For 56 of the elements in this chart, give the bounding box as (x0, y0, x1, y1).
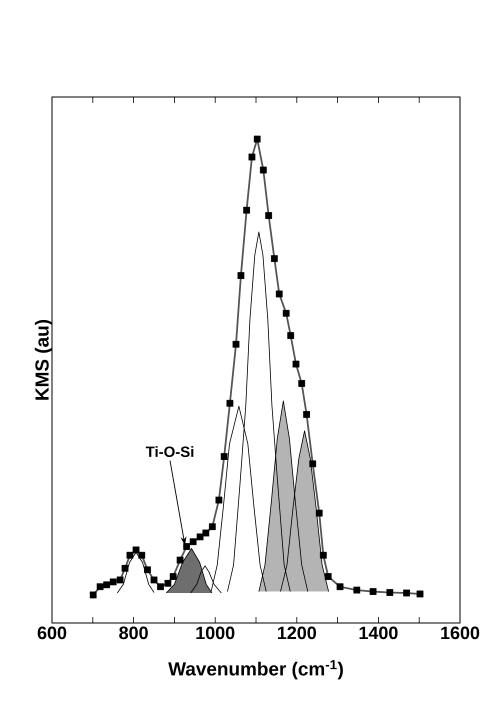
point (144, 566, 151, 574)
y-axis-title: KMS (au) (34, 320, 52, 400)
point (403, 590, 410, 596)
point (215, 496, 222, 504)
point (320, 552, 327, 559)
point (220, 453, 228, 460)
point (276, 290, 283, 298)
point (386, 589, 394, 596)
point (282, 310, 290, 317)
point (176, 556, 184, 564)
point (150, 576, 158, 584)
x-tick-label: 800 (119, 626, 148, 640)
point (122, 564, 128, 572)
point (303, 411, 310, 418)
point (96, 583, 104, 590)
point (370, 588, 376, 595)
point (196, 533, 204, 540)
point (292, 360, 300, 368)
x-tick-label: 1000 (196, 626, 234, 640)
point (309, 460, 316, 468)
point (324, 573, 332, 580)
x-tick-label: 1200 (278, 626, 316, 640)
x-axis-title: Wavenumber (cm$^{-1}$) (168, 660, 343, 680)
point (336, 583, 344, 590)
point (110, 578, 117, 586)
point (243, 206, 250, 214)
point (226, 400, 234, 407)
point (190, 538, 197, 546)
point (353, 586, 360, 594)
point (248, 154, 256, 160)
point (157, 583, 164, 590)
point (260, 166, 267, 174)
x-tick-label: 1400 (360, 626, 398, 640)
point (416, 590, 424, 598)
point (254, 136, 261, 142)
point (202, 530, 210, 536)
point (126, 552, 134, 559)
point (298, 380, 306, 387)
point (287, 332, 294, 339)
point (183, 543, 190, 550)
point (170, 573, 177, 580)
x-tick-label: 1600 (441, 626, 480, 640)
point (90, 592, 97, 598)
point (116, 576, 124, 584)
point (138, 552, 146, 559)
point (270, 255, 278, 262)
point (103, 581, 110, 588)
point (132, 546, 140, 554)
point (265, 212, 272, 219)
point (232, 340, 240, 348)
annotation: Ti-O-Si (146, 446, 194, 458)
point (208, 523, 216, 530)
x-tick-label: 600 (38, 626, 66, 640)
point (316, 510, 323, 517)
point (164, 580, 172, 587)
point (238, 272, 244, 279)
